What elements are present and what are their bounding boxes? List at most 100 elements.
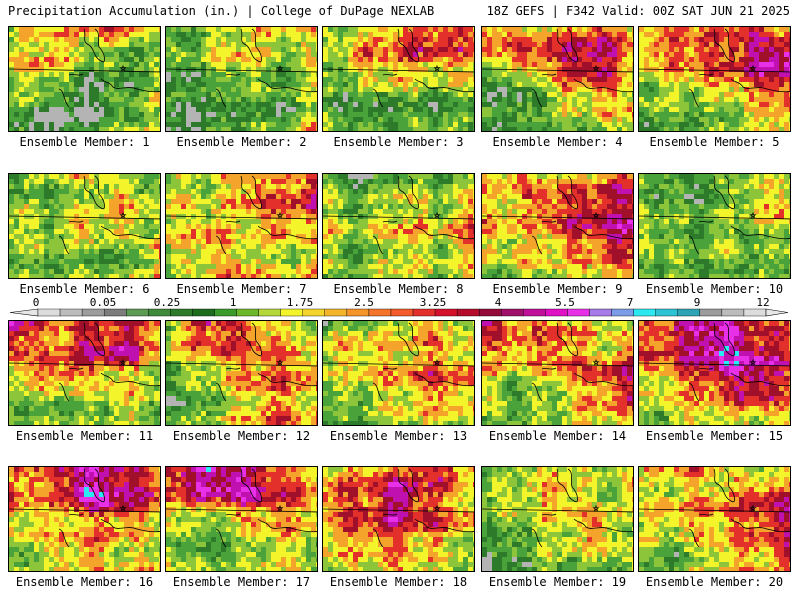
precip-field: ☆ [482,321,633,425]
coastline [215,468,317,548]
ensemble-map-panel: ☆ [481,466,634,572]
coastline [372,468,474,548]
colorbar-tick-label: 1.75 [287,296,314,309]
ensemble-map-panel: ☆ [638,173,791,279]
ensemble-member-label: Ensemble Member: 16 [15,575,154,589]
border-line [482,362,633,367]
border-line [323,215,474,220]
ensemble-member-label: Ensemble Member: 2 [176,135,307,149]
ensemble-map-panel: ☆ [322,173,475,279]
border-line [166,215,317,220]
capital-star-icon: ☆ [434,503,440,514]
precip-field: ☆ [482,467,633,571]
colorbar-tick-label: 4 [495,296,502,309]
colorbar-swatch [192,308,215,317]
border-line [9,508,160,513]
colorbar-swatch [434,308,458,317]
colorbar-swatch [280,308,303,317]
precip-field: ☆ [323,467,474,571]
capital-star-icon: ☆ [750,357,756,368]
capital-star-icon: ☆ [593,63,599,74]
colorbar-tick-label: 7 [627,296,634,309]
ensemble-member-label: Ensemble Member: 6 [19,282,150,296]
colorbar-swatch [412,308,436,317]
coastline [531,322,633,402]
border-line [166,68,317,73]
colorbar-swatch [633,308,656,317]
capital-star-icon: ☆ [277,63,283,74]
ensemble-member-label: Ensemble Member: 12 [172,429,311,443]
colorbar-swatch [677,308,701,317]
ensemble-member-label: Ensemble Member: 15 [645,429,784,443]
capital-star-icon: ☆ [750,503,756,514]
capital-star-icon: ☆ [750,210,756,221]
coastline [215,322,317,402]
capital-star-icon: ☆ [120,357,126,368]
capital-star-icon: ☆ [750,63,756,74]
ensemble-map-panel: ☆ [322,320,475,426]
coastline [531,28,633,108]
colorbar-swatch [523,308,546,317]
colorbar-swatch [390,308,414,317]
ensemble-member-label: Ensemble Member: 3 [333,135,464,149]
coastline [688,28,790,108]
ensemble-map-panel: ☆ [638,466,791,572]
ensemble-map-panel: ☆ [481,26,634,132]
ensemble-member-label: Ensemble Member: 17 [172,575,311,589]
coastline [215,175,317,255]
coastline [58,175,160,255]
ensemble-map-panel: ☆ [638,26,791,132]
coastline [58,28,160,108]
colorbar-swatch [81,308,105,317]
colorbar-tick-label: 0 [33,296,40,309]
ensemble-member-label: Ensemble Member: 18 [329,575,468,589]
ensemble-member-label: Ensemble Member: 9 [492,282,623,296]
capital-star-icon: ☆ [120,63,126,74]
colorbar-tick-label: 12 [756,296,769,309]
colorbar-tick-label: 9 [694,296,701,309]
precip-field: ☆ [166,467,317,571]
ensemble-member-label: Ensemble Member: 20 [645,575,784,589]
colorbar-swatch [103,308,127,317]
colorbar-swatch [567,308,590,317]
precip-field: ☆ [639,467,790,571]
colorbar-tick-label: 5.5 [555,296,575,309]
capital-star-icon: ☆ [434,63,440,74]
colorbar-tick-label: 2.5 [354,296,374,309]
colorbar-swatch [655,308,678,317]
precip-field: ☆ [166,321,317,425]
precip-field: ☆ [482,174,633,278]
capital-star-icon: ☆ [593,503,599,514]
coastline [531,468,633,548]
header-valid-time: 18Z GEFS | F342 Valid: 00Z SAT JUN 21 20… [486,4,790,18]
border-line [9,215,160,220]
ensemble-map-panel: ☆ [322,26,475,132]
coastline [372,175,474,255]
precip-field: ☆ [323,321,474,425]
colorbar-swatch [37,308,61,317]
precip-field: ☆ [482,27,633,131]
ensemble-member-label: Ensemble Member: 7 [176,282,307,296]
coastline [688,322,790,402]
ensemble-member-label: Ensemble Member: 14 [488,429,627,443]
coastline [372,322,474,402]
border-line [323,68,474,73]
capital-star-icon: ☆ [120,210,126,221]
coastline [372,28,474,108]
coastline [688,468,790,548]
border-line [166,362,317,367]
colorbar-swatch [368,308,392,317]
colorbar-left-arrow [9,308,39,317]
precip-field: ☆ [166,174,317,278]
colorbar-swatch [324,308,348,317]
ensemble-map-panel: ☆ [8,26,161,132]
ensemble-member-label: Ensemble Member: 4 [492,135,623,149]
precip-field: ☆ [639,174,790,278]
colorbar-swatch [170,308,193,317]
colorbar-swatch [148,308,171,317]
border-line [482,68,633,73]
ensemble-map-panel: ☆ [165,466,318,572]
ensemble-member-label: Ensemble Member: 5 [649,135,780,149]
colorbar-swatch [346,308,370,317]
capital-star-icon: ☆ [277,357,283,368]
